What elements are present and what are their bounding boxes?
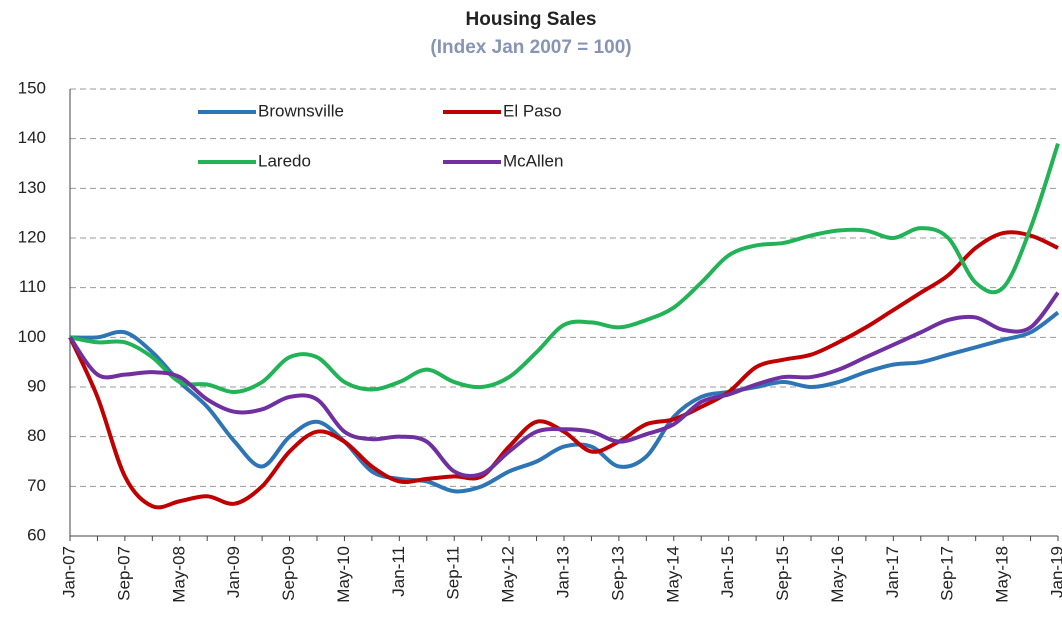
legend-label: El Paso <box>503 101 562 120</box>
legend-label: McAllen <box>503 151 563 170</box>
x-tick-label: Jan-07 <box>59 546 78 598</box>
chart-subtitle: (Index Jan 2007 = 100) <box>430 37 631 58</box>
y-tick-label: 60 <box>27 525 46 544</box>
x-tick-label: Jan-09 <box>224 546 243 598</box>
x-tick-label: May-12 <box>499 546 518 603</box>
y-tick-label: 70 <box>27 476 46 495</box>
x-tick-label: Sep-13 <box>608 546 627 601</box>
y-tick-label: 90 <box>27 376 46 395</box>
x-tick-label: May-16 <box>828 546 847 603</box>
x-tick-label: Sep-07 <box>114 546 133 601</box>
y-tick-label: 120 <box>18 227 46 246</box>
x-tick-label: May-14 <box>663 546 682 603</box>
y-tick-label: 80 <box>27 426 46 445</box>
legend-label: Laredo <box>258 151 311 170</box>
x-tick-label: Jan-17 <box>883 546 902 598</box>
y-tick-label: 110 <box>19 277 46 296</box>
x-tick-label: Jan-15 <box>718 546 737 598</box>
x-tick-label: Jan-19 <box>1047 546 1062 598</box>
x-tick-label: May-18 <box>993 546 1012 603</box>
chart-title: Housing Sales <box>466 9 597 30</box>
y-tick-label: 140 <box>18 128 46 147</box>
x-tick-label: Jan-13 <box>553 546 572 598</box>
series-line <box>68 291 1060 479</box>
x-tick-label: May-10 <box>334 546 353 603</box>
x-tick-label: Jan-11 <box>389 546 408 597</box>
series-line <box>68 230 1059 510</box>
x-tick-label: Sep-11 <box>444 546 463 600</box>
x-tick-label: Sep-15 <box>773 546 792 601</box>
series-line <box>69 310 1060 494</box>
y-tick-label: 100 <box>18 327 46 346</box>
x-tick-label: Sep-17 <box>938 546 957 601</box>
y-tick-label: 130 <box>18 178 46 197</box>
y-tick-label: 150 <box>18 78 46 97</box>
legend-label: Brownsville <box>258 101 344 120</box>
x-tick-label: Sep-09 <box>279 546 298 601</box>
x-tick-label: May-08 <box>169 546 188 603</box>
series-line <box>69 143 1060 394</box>
